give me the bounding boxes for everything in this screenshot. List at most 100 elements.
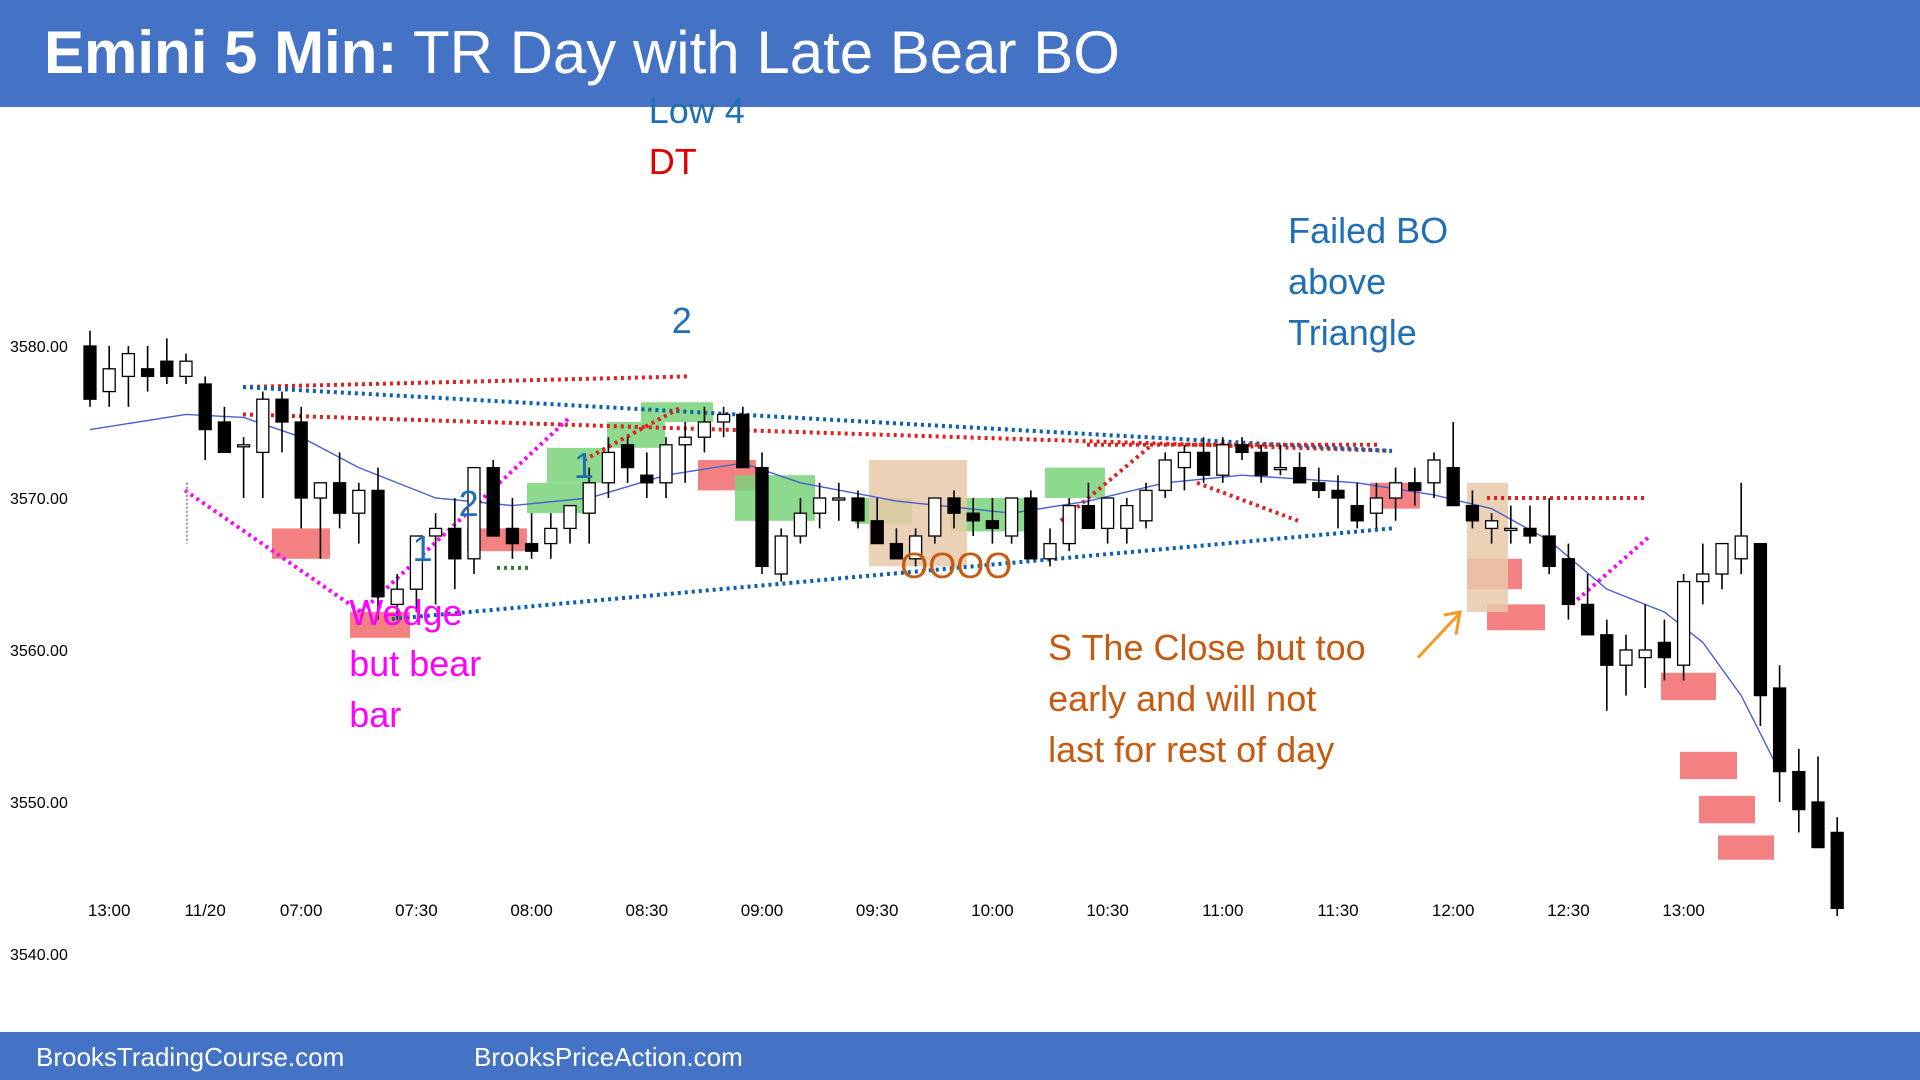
candle-body	[1523, 527, 1537, 537]
candle-body	[1120, 504, 1134, 530]
candle-body	[1273, 466, 1288, 471]
candle-body	[601, 451, 616, 484]
candle-body	[697, 421, 712, 438]
candle-body	[1792, 770, 1806, 811]
candle-body	[1465, 504, 1480, 522]
candle-body	[793, 512, 808, 537]
candle-body	[1676, 580, 1691, 666]
candle-body	[870, 520, 884, 545]
footer-right-link[interactable]: BrooksPriceAction.com	[474, 1042, 743, 1072]
x-tick-label: 11:30	[1317, 901, 1358, 920]
title-bold: Emini 5 Min:	[44, 19, 398, 86]
candle-body	[640, 474, 654, 484]
trend-line	[384, 526, 1393, 622]
candle-body	[582, 482, 596, 514]
candle-body	[1715, 542, 1729, 575]
candle-body	[928, 497, 942, 537]
candle-body	[198, 383, 212, 431]
highlight-box	[1680, 751, 1737, 780]
y-tick-label: 3540.00	[10, 947, 68, 964]
candle-body	[1331, 489, 1345, 499]
candle-body	[1158, 459, 1172, 492]
y-tick-label: 3550.00	[10, 795, 68, 812]
annotation-text: OOOO	[900, 544, 1013, 586]
page-title: Emini 5 Min: TR Day with Late Bear BO	[44, 18, 1120, 87]
trend-line	[1059, 443, 1154, 523]
candle-body	[256, 398, 270, 454]
x-tick-label: 11:00	[1202, 901, 1243, 920]
candle-body	[1139, 489, 1153, 522]
candle-body	[275, 398, 289, 423]
x-tick-label: 13:00	[1662, 901, 1705, 920]
x-tick-label: 09:30	[856, 901, 899, 920]
highlight-box	[547, 447, 605, 483]
candle-body	[409, 535, 424, 590]
x-tick-label: 12:00	[1432, 901, 1475, 920]
candle-body	[352, 489, 366, 514]
title-rest: TR Day with Late Bear BO	[412, 19, 1120, 86]
candle-body	[1580, 603, 1595, 636]
x-tick-label: 09:00	[741, 901, 784, 920]
x-tick-label: 10:00	[971, 901, 1014, 920]
candle-body	[908, 535, 923, 560]
trend-line	[1196, 480, 1299, 523]
candle-body	[1292, 466, 1307, 484]
candle-body	[1312, 482, 1326, 492]
candle-body	[1350, 504, 1364, 522]
candle-body	[428, 527, 443, 537]
header-bar: Emini 5 Min: TR Day with Late Bear BO	[0, 0, 1920, 107]
annotation-text: DT	[648, 140, 697, 182]
candle-body	[563, 504, 577, 530]
candle-body	[1216, 444, 1230, 476]
candle-body	[1734, 535, 1748, 560]
trend-line	[1570, 534, 1652, 606]
x-tick-label: 13:00	[88, 901, 131, 920]
candle-body	[179, 360, 193, 378]
candle-body	[467, 466, 481, 560]
candle-body	[160, 360, 174, 378]
candle-body	[620, 444, 635, 469]
x-tick-label: 08:00	[510, 901, 553, 920]
candle-body	[1177, 451, 1192, 469]
candle-body	[217, 421, 232, 454]
candle-body	[678, 436, 692, 446]
candle-body	[716, 413, 731, 423]
candle-body	[1427, 459, 1441, 484]
arrow-head	[1443, 610, 1462, 636]
candle-body	[505, 527, 520, 545]
annotation-text: 1	[412, 528, 433, 570]
arrow-shaft	[1416, 614, 1460, 659]
candle-body	[851, 497, 865, 522]
candle-body	[1696, 573, 1710, 583]
annotation-text: Wedge but bear bar	[349, 592, 482, 735]
trend-line	[242, 385, 1393, 453]
annotation-text: Low 4	[648, 90, 745, 132]
candle-body	[736, 413, 750, 469]
candle-body	[1043, 542, 1057, 560]
y-tick-label: 3560.00	[10, 643, 68, 660]
x-tick-label: 10:30	[1086, 901, 1129, 920]
trend-line	[359, 417, 570, 614]
candle-body	[390, 588, 404, 606]
highlight-box	[1718, 835, 1774, 860]
annotation-text: 2	[458, 482, 479, 524]
candle-body	[1638, 649, 1652, 659]
candle-body	[544, 527, 558, 545]
annotation-text: 1	[573, 444, 594, 486]
annotation-text: 2	[671, 300, 692, 342]
candle-body	[121, 352, 136, 378]
candle-body	[1619, 649, 1633, 666]
candle-body	[524, 542, 539, 552]
candle-body	[1811, 801, 1825, 849]
y-tick-label: 3570.00	[10, 491, 68, 508]
highlight-box	[272, 528, 330, 559]
trend-line	[242, 374, 689, 390]
footer-left-link[interactable]: BrooksTradingCourse.com	[36, 1042, 345, 1072]
candle-body	[1100, 497, 1115, 530]
x-tick-label: 11/20	[185, 901, 226, 920]
candle-body	[448, 527, 462, 560]
candle-body	[1600, 634, 1614, 666]
candle-body	[1081, 504, 1096, 530]
highlight-box	[1661, 672, 1716, 701]
candle-body	[294, 421, 308, 499]
